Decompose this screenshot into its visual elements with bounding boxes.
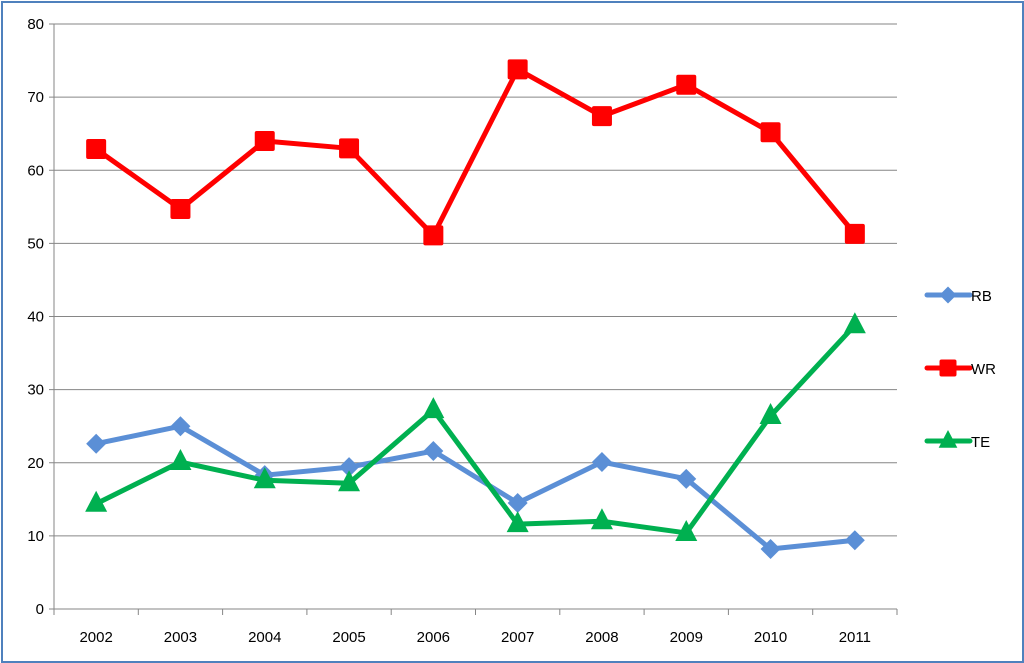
data-point-rb [676,468,697,489]
y-tick-label: 20 [27,455,44,472]
series-line-wr [94,66,857,238]
data-point-wr [423,225,444,246]
data-point-te [338,470,361,492]
data-point-rb [339,457,360,478]
y-tick-label: 10 [27,528,44,545]
data-point-wr [339,138,360,159]
x-tick-label: 2008 [585,629,618,646]
legend-marker-wr [939,359,957,377]
data-point-te [506,511,529,533]
data-point-wr [760,122,781,143]
data-point-wr [507,59,528,80]
data-point-te [843,312,866,334]
data-point-te [169,449,192,471]
x-tick-label: 2005 [332,629,365,646]
data-point-te [590,508,613,530]
legend-marker-rb [939,286,957,304]
legend-label-te: TE [971,434,990,451]
data-point-te [85,490,108,512]
data-point-rb [760,539,781,560]
y-tick-label: 50 [27,235,44,252]
legend-label-rb: RB [971,288,992,305]
x-tick-label: 2006 [417,629,450,646]
x-tick-label: 2003 [164,629,197,646]
y-tick-label: 70 [27,89,44,106]
data-point-rb [423,441,444,462]
x-tick-label: 2007 [501,629,534,646]
data-point-wr [86,139,107,160]
data-point-rb [844,530,865,551]
y-tick-label: 40 [27,309,44,326]
data-point-rb [507,492,528,513]
x-tick-label: 2011 [839,629,871,646]
y-tick-label: 60 [27,162,44,179]
x-tick-label: 2009 [670,629,703,646]
data-point-wr [591,106,612,127]
data-point-rb [591,452,612,473]
data-point-rb [86,433,107,454]
data-point-wr [676,74,697,95]
data-point-te [759,402,782,424]
data-point-te [675,519,698,541]
data-point-wr [170,199,191,220]
x-tick-label: 2004 [248,629,281,646]
series-line-te [95,323,857,536]
data-point-rb [170,416,191,437]
y-tick-label: 0 [36,601,44,618]
data-point-te [253,467,276,489]
legend-marker-te [938,429,958,448]
y-tick-label: 80 [27,16,44,33]
legend-label-wr: WR [971,361,996,378]
data-point-te [422,397,445,419]
x-tick-label: 2002 [79,629,112,646]
data-point-wr [254,131,275,151]
series-line-rb [95,423,856,552]
data-point-wr [844,223,865,244]
x-tick-label: 2010 [754,629,787,646]
y-tick-label: 30 [27,382,44,399]
